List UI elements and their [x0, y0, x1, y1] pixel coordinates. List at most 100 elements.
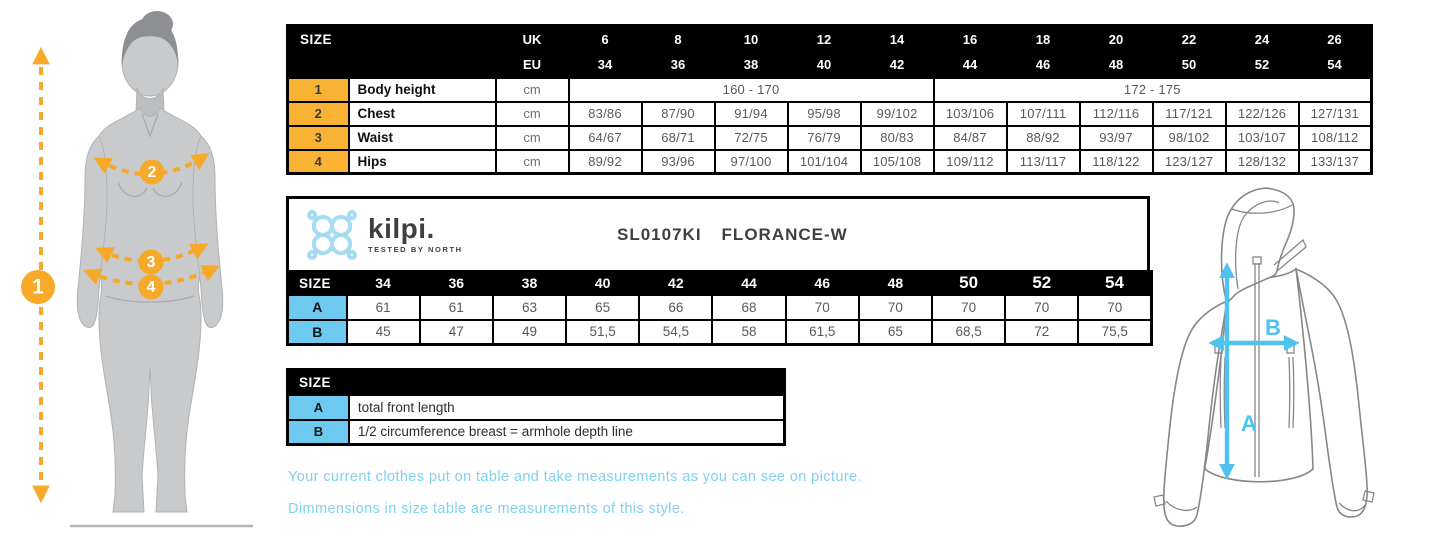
- eu-size: 48: [1079, 52, 1154, 78]
- product-measure-cell: 47: [418, 318, 494, 346]
- product-size: 34: [345, 271, 421, 295]
- row-label: Chest: [347, 100, 497, 127]
- product-size: 36: [419, 271, 494, 295]
- uk-size-header-row: SIZE UK 6 8 10 12 14 16 18 20 22 24 26: [286, 25, 1373, 53]
- note-line-2: Dimmensions in size table are measuremen…: [288, 501, 685, 517]
- product-measure-cell: 68,5: [930, 318, 1007, 346]
- eu-size: 54: [1298, 52, 1373, 78]
- measurement-cell: 87/90: [640, 100, 716, 127]
- product-measure-cell: 65: [565, 293, 641, 321]
- eu-size: 50: [1152, 52, 1227, 78]
- measurement-row: 2 Chest cm 83/86 87/90 91/94 95/98 99/102 103/10…: [286, 100, 1373, 127]
- jacket-measure-arrows: A B: [1208, 262, 1300, 480]
- measurement-cell: 113/117: [1005, 148, 1081, 175]
- product-measure-cell: 63: [491, 293, 568, 321]
- legend-letter: B: [286, 418, 350, 446]
- product-measure-cell: 72: [1004, 318, 1080, 346]
- product-size-table: SIZE 34 36 38 40 42 44 46 48 50 52 54 A 61 61 63 65 66 6…: [286, 270, 1154, 346]
- product-measure-cell: 51,5: [565, 318, 641, 346]
- woman-silhouette-figure: 1 2 3 4: [21, 11, 253, 528]
- measurement-cell: 76/79: [786, 124, 862, 151]
- measurement-cell: 97/100: [713, 148, 789, 175]
- row-label: Body height: [347, 76, 497, 103]
- eu-size: 34: [568, 52, 643, 78]
- product-size-header-label: SIZE: [287, 271, 347, 295]
- row-unit: cm: [494, 124, 570, 151]
- measurement-cell: 95/98: [786, 100, 862, 127]
- measurement-cell: 160 - 170: [567, 76, 935, 103]
- measurement-cell: 64/67: [567, 124, 643, 151]
- measurement-row: 3 Waist cm 64/67 68/71 72/75 76/79 80/83 84/87 88…: [286, 124, 1373, 151]
- eu-label: EU: [495, 52, 570, 78]
- eu-size: 44: [933, 52, 1008, 78]
- eu-size-header-row: EU 34 36 38 40 42 44 46 48 50 52 54: [286, 52, 1373, 78]
- eu-size: 36: [641, 52, 716, 78]
- row-number: 2: [286, 100, 350, 127]
- measurement-cell: 101/104: [786, 148, 862, 175]
- measurement-cell: 80/83: [859, 124, 935, 151]
- kilpi-knot-icon: [306, 209, 358, 260]
- row-number: 3: [286, 124, 350, 151]
- product-size: 46: [785, 271, 860, 295]
- measurement-marks: 1 2 3 4: [21, 46, 220, 504]
- product-measure-cell: 68: [711, 293, 787, 321]
- measurement-cell: 133/137: [1297, 148, 1373, 175]
- size-header-label: SIZE: [286, 25, 497, 53]
- uk-size: 22: [1152, 25, 1227, 53]
- measurement-cell: 128/132: [1224, 148, 1300, 175]
- row-number: 4: [286, 148, 350, 175]
- product-header: kilpi. Tested by North SL0107KI FLORANCE…: [286, 196, 1150, 270]
- row-unit: cm: [494, 76, 570, 103]
- product-measure-cell: 70: [857, 293, 934, 321]
- brand-name: kilpi.: [368, 213, 435, 244]
- product-size-section: kilpi. Tested by North SL0107KI FLORANCE…: [286, 196, 1154, 346]
- product-size: 52: [1004, 271, 1079, 295]
- uk-size: 20: [1079, 25, 1154, 53]
- product-measure-cell: 49: [491, 318, 568, 346]
- legend-header-label: SIZE: [287, 369, 785, 395]
- product-measure-row: B 45 47 49 51,5 54,5 58 61,5 65 68,5 72 75,5: [286, 318, 1153, 346]
- measurement-cell: 103/106: [932, 100, 1008, 127]
- uk-size: 14: [860, 25, 935, 53]
- measure-letter: B: [286, 318, 348, 346]
- legend-description: total front length: [347, 393, 786, 421]
- product-name: FLORANCE-W: [721, 224, 848, 244]
- product-size: 40: [565, 271, 640, 295]
- chest-width-letter: B: [1265, 315, 1281, 340]
- product-size: 42: [638, 271, 713, 295]
- jacket-drawing: A B: [1153, 187, 1375, 527]
- legend-header-row: SIZE: [287, 369, 785, 395]
- product-title: SL0107KI FLORANCE-W: [617, 225, 848, 245]
- note-line-1: Your current clothes put on table and ta…: [288, 469, 862, 485]
- product-size: 50: [931, 271, 1006, 295]
- measurement-cell: 105/108: [859, 148, 935, 175]
- product-size-header-row: SIZE 34 36 38 40 42 44 46 48 50 52 54: [287, 271, 1153, 295]
- measurement-cell: 108/112: [1297, 124, 1373, 151]
- measure-letter: A: [286, 293, 348, 321]
- height-badge: [21, 270, 55, 304]
- header-spacer: [286, 52, 497, 78]
- front-length-letter: A: [1241, 411, 1257, 436]
- measurement-cell: 103/107: [1224, 124, 1300, 151]
- measurement-cell: 93/97: [1078, 124, 1154, 151]
- uk-size: 26: [1298, 25, 1373, 53]
- product-measure-cell: 66: [638, 293, 714, 321]
- eu-size: 46: [1006, 52, 1081, 78]
- uk-size: 16: [933, 25, 1008, 53]
- measurement-cell: 112/116: [1078, 100, 1154, 127]
- row-label: Hips: [347, 148, 497, 175]
- silhouette-detail-lines: [105, 113, 195, 303]
- measurement-cell: 122/126: [1224, 100, 1300, 127]
- waist-badge: [138, 249, 164, 275]
- chest-badge: [139, 159, 165, 185]
- uk-size: 18: [1006, 25, 1081, 53]
- measurement-cell: 118/122: [1078, 148, 1154, 175]
- measurement-cell: 93/96: [640, 148, 716, 175]
- measurement-cell: 99/102: [859, 100, 935, 127]
- body-size-table: SIZE UK 6 8 10 12 14 16 18 20 22 24 26 EU 34 36 38 40…: [286, 24, 1374, 175]
- measurement-cell: 68/71: [640, 124, 716, 151]
- height-badge-number: 1: [32, 276, 44, 299]
